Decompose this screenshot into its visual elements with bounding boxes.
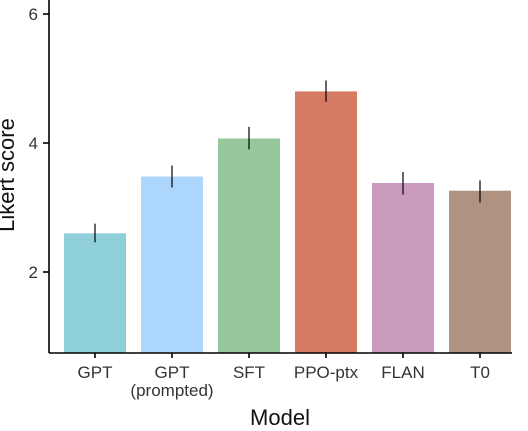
x-tick-label: PPO-ptx [294,363,359,382]
y-axis-title: Likert score [0,118,19,232]
x-tick-label: GPT [155,363,190,382]
y-tick-label: 4 [29,134,38,153]
bar [218,138,280,353]
y-ticks: 2 4 6 [29,5,49,282]
x-axis-title: Model [250,405,310,430]
bars-layer [64,91,511,354]
x-tick-label-line2: (prompted) [130,381,213,400]
x-tick-label: T0 [470,363,490,382]
error-bars-layer [94,80,481,243]
y-tick-label: 2 [29,263,38,282]
bar [141,176,203,353]
x-tick-labels: GPT GPT(prompted)SFT PPO-ptx FLAN T0 [78,353,490,400]
bar [295,91,357,354]
bar [449,190,511,353]
bar [64,233,126,353]
x-tick-label: FLAN [381,363,424,382]
bar [372,182,434,353]
x-tick-label: GPT [78,363,113,382]
y-tick-label: 6 [29,5,38,24]
x-tick-label: SFT [233,363,265,382]
